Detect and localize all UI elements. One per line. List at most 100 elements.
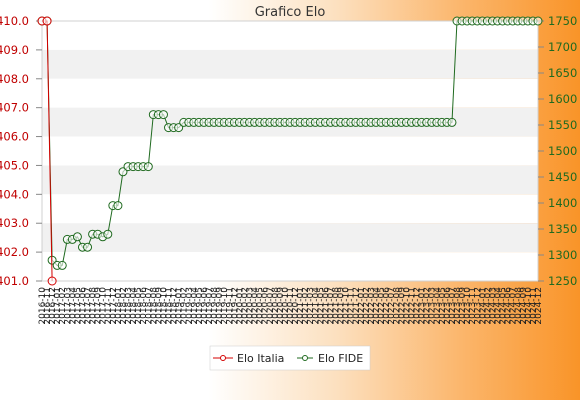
left-tick-label: 407.0 [0, 101, 29, 115]
x-tick-label: 2022-06 [382, 287, 392, 325]
data-point [143, 162, 153, 172]
x-tick-label: 2024-01 [478, 287, 488, 325]
legend-label-elo-fide: Elo FIDE [318, 352, 363, 365]
right-tick-label: 1250 [548, 274, 577, 288]
x-tick-label: 2017-12 [109, 287, 119, 325]
x-tick-label: 2020-03 [246, 287, 256, 325]
x-axis-labels: 2016-102016-112016-122017-012017-022017-… [38, 287, 544, 325]
grid-band [42, 21, 538, 50]
left-tick-label: 402.0 [0, 245, 29, 259]
x-tick-label: 2024-10 [524, 287, 534, 325]
x-tick-label: 2023-06 [443, 287, 453, 325]
x-tick-label: 2019-10 [220, 287, 230, 325]
x-tick-label: 2024-04 [494, 287, 504, 325]
x-tick-label: 2016-11 [43, 287, 53, 325]
x-tick-label: 2023-01 [418, 287, 428, 325]
x-tick-label: 2019-02 [180, 287, 190, 325]
x-tick-label: 2022-08 [392, 287, 402, 325]
left-tick-label: 405.0 [0, 158, 29, 172]
x-tick-label: 2018-08 [149, 287, 159, 325]
x-tick-label: 2022-07 [387, 287, 397, 325]
grid-band [42, 49, 538, 79]
x-tick-label: 2022-05 [377, 287, 387, 325]
x-tick-label: 2021-08 [332, 287, 342, 325]
legend-label-elo-italia: Elo Italia [237, 352, 284, 365]
data-point [57, 260, 67, 270]
right-axis-ticks: 1750 1700 1650 1600 1550 1500 1450 1400 1350 1300… [538, 14, 577, 288]
x-tick-label: 2020-11 [286, 287, 296, 325]
right-tick-label: 1300 [548, 248, 577, 262]
grid-band [42, 78, 538, 108]
x-tick-label: 2019-05 [195, 287, 205, 325]
x-tick-label: 2021-11 [347, 287, 357, 325]
x-tick-label: 2020-05 [256, 287, 266, 325]
legend-box [209, 345, 371, 371]
x-tick-label: 2017-03 [63, 287, 73, 325]
left-tick-label: 410.0 [0, 14, 29, 28]
x-tick-label: 2016-10 [38, 287, 48, 325]
chart-title: Grafico Elo [255, 5, 326, 20]
x-tick-label: 2022-02 [362, 287, 372, 325]
grid-band [42, 136, 538, 166]
left-tick-label: 404.0 [0, 187, 29, 201]
x-tick-label: 2017-04 [68, 287, 78, 325]
x-tick-label: 2023-12 [473, 287, 483, 325]
x-tick-label: 2019-11 [225, 287, 235, 325]
x-tick-label: 2018-06 [139, 287, 149, 325]
x-tick-label: 2018-09 [154, 287, 164, 325]
x-tick-label: 2018-02 [119, 287, 129, 325]
x-tick-label: 2021-09 [337, 287, 347, 325]
data-point [72, 232, 82, 242]
grid-band [42, 252, 538, 281]
data-point [447, 117, 457, 127]
x-tick-label: 2019-03 [185, 287, 195, 325]
x-tick-label: 2023-10 [463, 287, 473, 325]
left-tick-label: 401.0 [0, 274, 29, 288]
x-tick-label: 2021-02 [301, 287, 311, 325]
x-tick-label: 2020-09 [276, 287, 286, 325]
x-tick-label: 2021-10 [342, 287, 352, 325]
x-tick-label: 2020-04 [251, 287, 261, 325]
x-tick-label: 2020-02 [240, 287, 250, 325]
x-tick-label: 2017-06 [78, 287, 88, 325]
x-tick-label: 2022-01 [357, 287, 367, 325]
data-point [83, 242, 93, 252]
right-tick-label: 1600 [548, 92, 577, 106]
x-tick-label: 2018-11 [165, 287, 175, 325]
right-tick-label: 1450 [548, 170, 577, 184]
left-tick-label: 403.0 [0, 216, 29, 230]
x-tick-label: 2017-09 [94, 287, 104, 325]
data-point [113, 201, 123, 211]
x-tick-label: 2024-06 [504, 287, 514, 325]
x-tick-label: 2023-08 [453, 287, 463, 325]
x-tick-label: 2021-07 [326, 287, 336, 325]
grid-band [42, 194, 538, 224]
x-tick-label: 2021-05 [316, 287, 326, 325]
x-tick-label: 2017-08 [89, 287, 99, 325]
x-tick-label: 2020-01 [235, 287, 245, 325]
x-tick-label: 2020-12 [291, 287, 301, 325]
right-tick-label: 1350 [548, 222, 577, 236]
legend-marker-elo-fide [302, 355, 308, 361]
x-tick-label: 2024-11 [529, 287, 539, 325]
x-tick-label: 2018-07 [144, 287, 154, 325]
x-tick-label: 2024-07 [509, 287, 519, 325]
x-tick-label: 2018-10 [159, 287, 169, 325]
right-tick-label: 1400 [548, 196, 577, 210]
x-tick-label: 2021-06 [321, 287, 331, 325]
left-tick-label: 409.0 [0, 43, 29, 57]
x-tick-label: 2023-04 [433, 287, 443, 325]
legend: Elo Italia Elo FIDE [209, 345, 371, 371]
x-tick-label: 2024-08 [514, 287, 524, 325]
x-tick-label: 2018-04 [129, 287, 139, 325]
left-axis-ticks: 410.0 409.0 408.0 407.0 406.0 405.0 404.0 403.0… [0, 14, 42, 288]
x-tick-label: 2022-09 [397, 287, 407, 325]
series-elo-fide [37, 16, 543, 270]
x-tick-label: 2022-11 [407, 287, 417, 325]
x-tick-label: 2022-10 [402, 287, 412, 325]
data-point [158, 110, 168, 120]
x-tick-label: 2020-08 [271, 287, 281, 325]
x-tick-label: 2019-01 [175, 287, 185, 325]
x-tick-label: 2019-09 [215, 287, 225, 325]
x-tick-label: 2017-10 [99, 287, 109, 325]
